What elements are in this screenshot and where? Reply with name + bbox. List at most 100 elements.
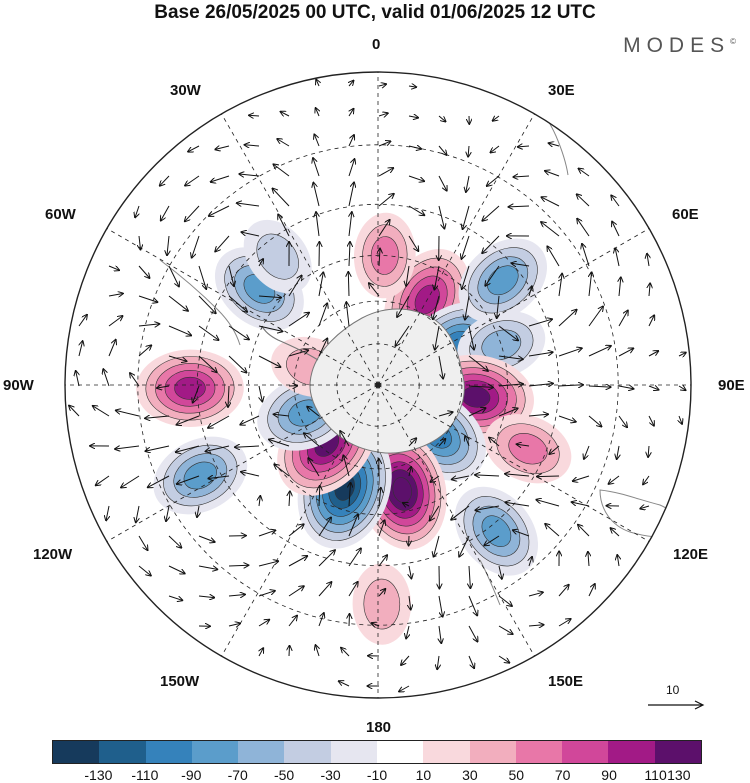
anomaly-center <box>352 563 412 645</box>
wind-vector <box>348 159 355 177</box>
wind-vector <box>648 315 654 327</box>
wind-vector <box>649 283 650 297</box>
wind-vector <box>135 205 139 217</box>
colorbar-swatch <box>145 741 192 763</box>
wind-vector <box>259 385 262 401</box>
wind-vector <box>349 614 350 627</box>
wind-vector <box>468 625 478 642</box>
colorbar-swatch <box>376 741 424 763</box>
wind-vector <box>582 244 590 267</box>
wind-vector <box>431 475 440 482</box>
colorbar-tick-label: 70 <box>554 767 571 783</box>
wind-vector <box>498 384 523 386</box>
wind-vector <box>588 346 611 357</box>
wind-vector <box>409 595 411 610</box>
anomaly-contour <box>481 329 522 361</box>
wind-vector <box>573 475 590 481</box>
wind-vector <box>434 535 440 557</box>
wind-vector <box>475 505 500 510</box>
wind-vector <box>318 518 331 537</box>
brand-logo: MODES© <box>623 34 736 58</box>
south-pole-marker <box>375 382 381 388</box>
wind-vector <box>529 557 532 567</box>
wind-vector <box>258 561 278 567</box>
wind-vector <box>482 205 500 221</box>
wind-vector <box>349 81 353 86</box>
wind-vector <box>619 277 621 297</box>
wind-vector <box>69 406 80 417</box>
wind-vector <box>678 386 686 390</box>
wind-vector <box>316 108 319 117</box>
wind-vector <box>314 135 320 147</box>
wind-vector <box>378 194 394 207</box>
lon-label-60w: 60W <box>45 206 76 223</box>
wind-vector <box>339 681 350 687</box>
wind-vector <box>138 265 150 278</box>
wind-vector <box>577 219 590 237</box>
wind-vector <box>157 386 170 388</box>
wind-vector <box>341 648 350 657</box>
lon-label-0: 0 <box>372 36 381 53</box>
colorbar-tick-label: 50 <box>508 767 525 783</box>
wind-vector <box>259 496 260 507</box>
wind-vector <box>168 325 191 335</box>
wind-vector <box>103 369 110 387</box>
lon-label-60e: 60E <box>672 206 699 223</box>
wind-vector <box>528 319 552 327</box>
wind-vector <box>313 183 320 207</box>
brand-mark: © <box>730 37 736 46</box>
wind-vector <box>498 625 513 634</box>
wind-vector <box>208 415 230 428</box>
wind-vector <box>498 408 518 417</box>
wind-vector <box>434 265 440 290</box>
wind-vector <box>208 476 230 479</box>
wind-vector <box>615 248 620 267</box>
wind-vector <box>259 648 263 657</box>
wind-vector <box>409 467 411 477</box>
colorbar-swatch <box>284 741 331 763</box>
wind-vector <box>589 272 592 297</box>
wind-vector <box>408 205 424 215</box>
colorbar-tick-label: 110 <box>644 767 667 783</box>
wind-vector <box>378 141 390 147</box>
wind-vector <box>559 274 562 297</box>
lon-label-150w: 150W <box>160 673 200 690</box>
colorbar-swatch <box>423 741 470 763</box>
anomaly-contour <box>508 433 548 465</box>
wind-vector <box>258 325 282 331</box>
wind-vector <box>435 325 440 350</box>
anomaly-contour <box>183 461 217 490</box>
colorbar-tick-label: -130 <box>84 767 113 783</box>
wind-vector <box>468 386 493 387</box>
wind-vector <box>378 589 385 597</box>
wind-vector <box>465 436 469 447</box>
wind-vector <box>108 340 116 357</box>
wind-vector <box>185 205 200 221</box>
wind-vector <box>577 194 590 207</box>
wind-vector <box>228 325 249 339</box>
wind-vector <box>198 535 215 542</box>
wind-vector <box>304 433 320 447</box>
wind-vector <box>115 446 140 449</box>
wind-vector <box>397 295 410 317</box>
wind-vector <box>116 410 140 417</box>
colorbar-tick-label: -30 <box>320 767 341 783</box>
wind-vector <box>498 595 512 606</box>
wind-vector <box>512 263 530 266</box>
colorbar-swatch <box>654 741 701 763</box>
wind-vector <box>369 283 380 297</box>
wind-vector <box>138 565 151 576</box>
wind-vector <box>528 352 553 357</box>
wind-vector <box>228 565 248 566</box>
wind-vector <box>130 373 140 387</box>
wind-vector <box>640 506 650 509</box>
new-zealand <box>479 559 501 606</box>
wind-vector <box>228 355 246 373</box>
wind-vector <box>121 475 140 488</box>
lon-label-90e: 90E <box>718 377 745 394</box>
wind-vector <box>160 175 170 186</box>
wind-vector <box>228 265 234 286</box>
wind-vector <box>678 353 686 356</box>
colorbar-swatch <box>53 741 100 763</box>
wind-vector <box>408 438 416 447</box>
